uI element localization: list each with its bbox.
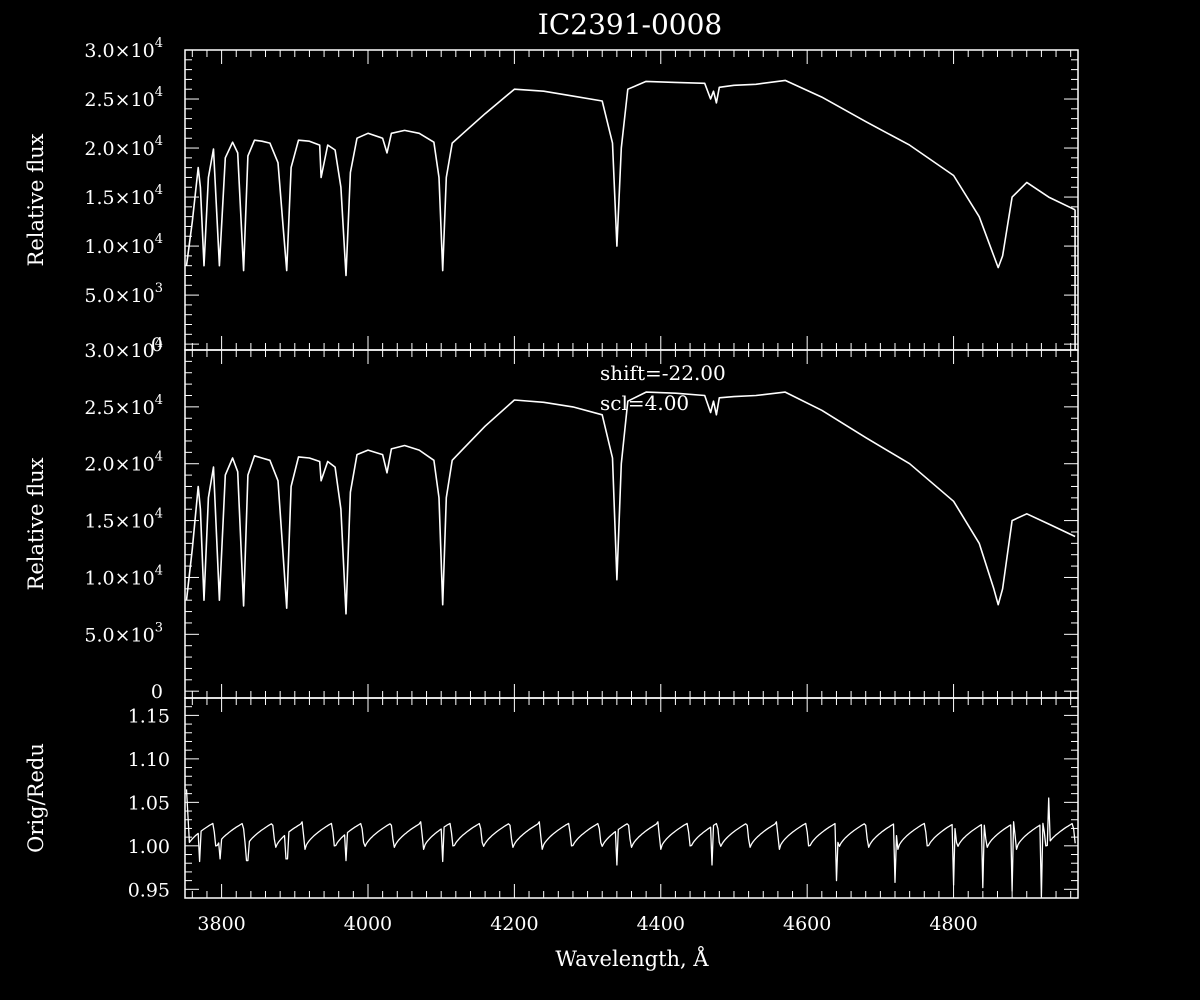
tick-mantissa: 3.0×10 [84, 340, 154, 362]
y-tick-label: 0 [151, 681, 163, 703]
x-tick-label: 4200 [490, 913, 538, 935]
tick-mantissa: 0 [151, 681, 163, 703]
y-tick-label: 1.0×104 [84, 563, 163, 589]
ratio-panel: Orig/Redu 0.95 1.00 1.05 1.10 1.15 3800 4000 420… [24, 697, 1079, 971]
tick-mantissa: 1.5×10 [84, 187, 154, 209]
y-axis-label: Relative flux [24, 133, 48, 266]
tick-mantissa: 2.0×10 [84, 454, 154, 476]
tick-exponent: 4 [155, 85, 163, 100]
x-tick-label: 4600 [783, 913, 831, 935]
y-tick-label: 2.5×104 [84, 85, 163, 111]
y-tick-label: 1.05 [128, 792, 170, 814]
tick-mantissa: 1.0×10 [84, 236, 154, 258]
y-tick-label: 1.00 [128, 836, 170, 858]
tick-mantissa: 5.0×10 [84, 624, 154, 646]
middle-flux-panel: Relative flux05.0×1031.0×1041.5×1042.0×1… [24, 336, 1079, 703]
y-tick-label: 2.0×104 [84, 450, 163, 476]
tick-mantissa: 2.5×10 [84, 89, 154, 111]
y-axis-label: Relative flux [24, 457, 48, 590]
x-tick-label: 4400 [637, 913, 685, 935]
top-flux-panel: Relative flux05.0×1031.0×1041.5×1042.0×1… [24, 36, 1079, 356]
y-tick-label: 0 [151, 334, 163, 356]
y-tick-label: 2.5×104 [84, 393, 163, 419]
tick-mantissa: 3.0×10 [84, 40, 154, 62]
y-tick-label: 1.10 [128, 749, 170, 771]
tick-exponent: 4 [155, 134, 163, 149]
tick-mantissa: 5.0×10 [84, 285, 154, 307]
ratio-line [185, 789, 1076, 897]
tick-exponent: 4 [155, 183, 163, 198]
x-tick-label: 4800 [929, 913, 977, 935]
tick-mantissa: 2.0×10 [84, 138, 154, 160]
y-tick-label: 3.0×104 [84, 336, 163, 362]
tick-exponent: 3 [155, 281, 163, 296]
tick-exponent: 4 [155, 393, 163, 408]
tick-mantissa: 1.5×10 [84, 511, 154, 533]
tick-exponent: 4 [155, 336, 163, 351]
chart-title: IC2391-0008 [538, 8, 722, 41]
annotation-text: shift=-22.00 [600, 361, 726, 385]
spectrum-line [185, 79, 1076, 277]
x-tick-label: 3800 [197, 913, 245, 935]
tick-exponent: 4 [155, 36, 163, 51]
y-tick-label: 0.95 [128, 879, 170, 901]
plot-frame [184, 697, 1079, 899]
tick-exponent: 4 [155, 507, 163, 522]
tick-exponent: 3 [155, 620, 163, 635]
y-tick-label: 1.5×104 [84, 507, 163, 533]
tick-mantissa: 2.5×10 [84, 397, 154, 419]
tick-exponent: 4 [155, 563, 163, 578]
x-axis-label: Wavelength, Å [555, 946, 709, 971]
y-tick-label: 5.0×103 [84, 620, 163, 646]
spectrum-line [185, 391, 1076, 615]
tick-exponent: 4 [155, 232, 163, 247]
y-tick-label: 5.0×103 [84, 281, 163, 307]
y-tick-label: 1.0×104 [84, 232, 163, 258]
tick-exponent: 4 [155, 450, 163, 465]
x-tick-label: 4000 [344, 913, 392, 935]
y-tick-label: 3.0×104 [84, 36, 163, 62]
plot-frame [184, 49, 1079, 351]
y-tick-label: 1.5×104 [84, 183, 163, 209]
y-tick-label: 2.0×104 [84, 134, 163, 160]
tick-mantissa: 1.0×10 [84, 567, 154, 589]
annotation-text: scl=4.00 [600, 391, 689, 415]
y-tick-label: 1.15 [128, 705, 170, 727]
y-axis-label: Orig/Redu [24, 743, 48, 853]
tick-mantissa: 0 [151, 334, 163, 356]
